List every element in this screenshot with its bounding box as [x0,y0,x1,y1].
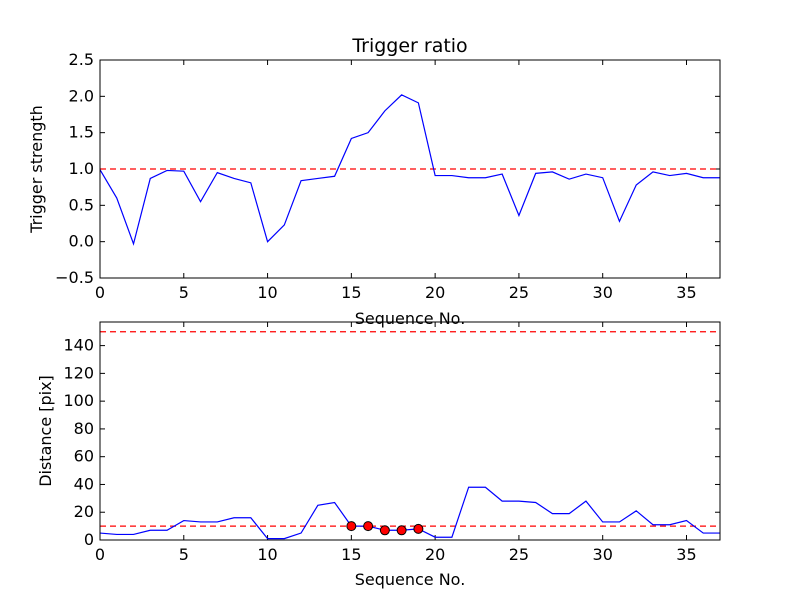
y-tick-label: 0.5 [69,195,94,214]
y-tick-label: 2.5 [69,50,94,69]
x-tick-label: 25 [509,545,529,564]
plot-frame [99,59,721,279]
plot-frame [99,321,721,541]
x-tick-label: 30 [593,545,613,564]
y-tick-label: 20 [74,502,94,521]
highlight-markers [346,521,424,536]
y-tick-label: 1.5 [69,123,94,142]
x-tick-label: 15 [341,545,361,564]
y-tick-label: 80 [74,419,94,438]
x-axis-label: Sequence No. [355,570,466,589]
x-tick-label: 25 [509,283,529,302]
threshold-lines [100,331,720,527]
x-tick-label: 10 [257,545,277,564]
x-tick-label: 5 [179,545,189,564]
y-axis-label: Trigger strength [27,105,46,234]
data-point-marker [413,523,424,534]
x-tick-label: 0 [95,545,105,564]
trigger-ratio-panel: Trigger ratio Trigger strength Sequence … [27,35,721,328]
y-tick-label: 0.0 [69,232,94,251]
x-tick-label: 0 [95,283,105,302]
series-group [99,486,720,540]
x-tick-label: 35 [676,283,696,302]
data-point-marker [346,521,357,532]
y-tick-label: 60 [74,447,94,466]
x-tick-label: 15 [341,283,361,302]
x-tick-label: 20 [425,283,445,302]
x-tick-label: 30 [593,283,613,302]
series-line [99,94,720,246]
y-tick-label: 140 [63,336,94,355]
axis-ticks: 0 5 10 15 20 25 30 35 −0.5 0.0 0.5 1.0 1.5 2.0 2.5 [55,50,720,302]
x-tick-label: 10 [257,283,277,302]
y-tick-label: 100 [63,391,94,410]
x-tick-label: 5 [179,283,189,302]
x-tick-label: 20 [425,545,445,564]
x-axis-label: Sequence No. [355,309,466,328]
y-tick-label: 40 [74,474,94,493]
y-tick-label: 2.0 [69,86,94,105]
y-axis-label: Distance [pix] [36,375,55,487]
series-group [99,94,720,246]
y-tick-label: 0 [84,530,94,549]
y-tick-label: −0.5 [55,268,94,287]
axis-ticks: 0 5 10 15 20 25 30 35 0 20 40 60 80 100 120 140 [63,322,720,564]
series-line [99,486,720,540]
y-tick-label: 1.0 [69,159,94,178]
distance-panel: Distance [pix] Sequence No. 0 5 10 15 20 25 30… [36,321,721,589]
x-tick-label: 35 [676,545,696,564]
chart-title: Trigger ratio [351,35,467,57]
data-point-marker [396,525,407,536]
data-point-marker [379,525,390,536]
data-point-marker [363,521,374,532]
y-tick-label: 120 [63,363,94,382]
